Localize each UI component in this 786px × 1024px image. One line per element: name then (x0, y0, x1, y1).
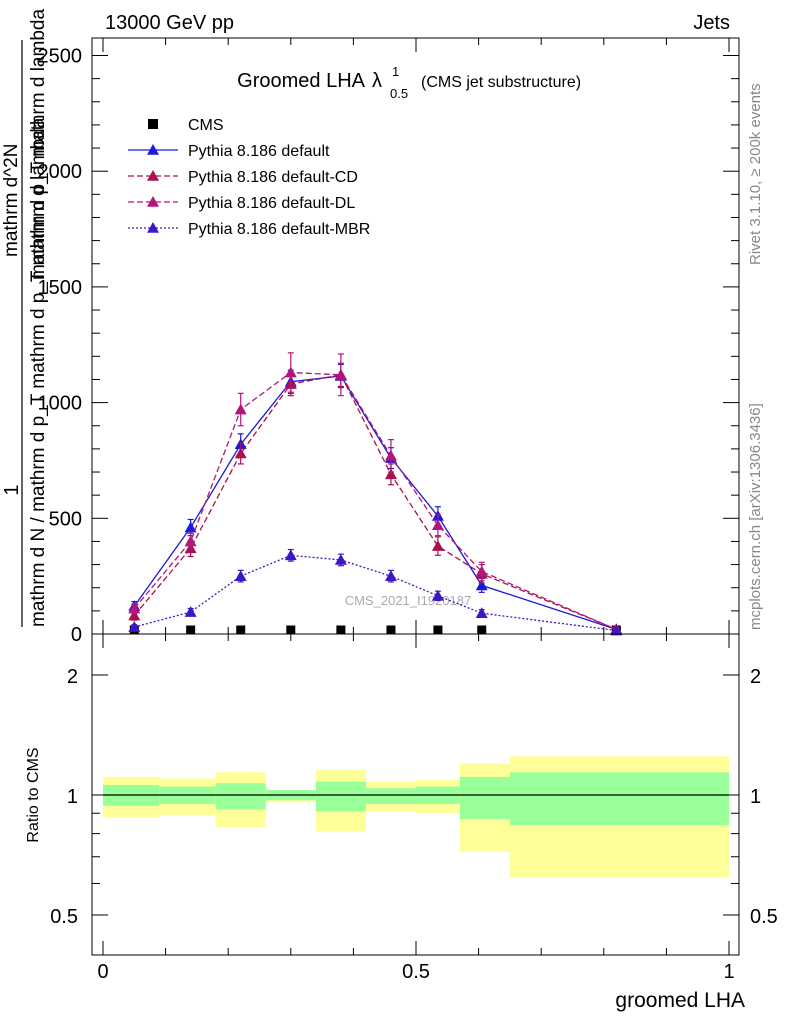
x-axis-title: groomed LHA (615, 989, 745, 1012)
x-tick-label: 1 (723, 961, 734, 983)
legend-item: Pythia 8.186 default-CD (128, 169, 358, 186)
legend-label: Pythia 8.186 default (188, 143, 330, 160)
ratio-y-tick-label-right: 0.5 (750, 906, 778, 928)
series-marker (284, 366, 297, 378)
y-tick-label: 2000 (38, 161, 83, 183)
series-line (133, 374, 617, 630)
stat-uncertainty-band (365, 788, 416, 804)
series-marker (431, 589, 444, 601)
series-layer (128, 352, 623, 636)
process-label: Jets (693, 12, 730, 34)
series-marker (384, 570, 397, 581)
title-lambda-symbol: λ (372, 70, 382, 92)
legend-marker (147, 222, 159, 233)
legend-label: CMS (188, 117, 224, 134)
series-marker (128, 621, 141, 632)
ratio-y-tick-label-left: 2 (67, 666, 78, 688)
cms-data-point (386, 625, 396, 635)
series-marker (184, 606, 197, 617)
rivet-version-label: Rivet 3.1.10, ≥ 200k events (747, 83, 764, 265)
series-marker (234, 403, 247, 415)
ratio-panel-ticks (92, 634, 739, 955)
legend-marker (147, 170, 159, 181)
cms-data-point (433, 625, 443, 635)
y-tick-label: 1500 (38, 277, 83, 299)
series-pythia-8-186-default-mbr (128, 548, 623, 636)
series-marker (128, 609, 141, 621)
y-axis-title-inner-denominator: mathrm d p_T mathrm d lambda (28, 9, 49, 280)
series-pythia-8-186-default-dl (128, 352, 623, 635)
ratio-y-tick-label-right: 1 (750, 786, 761, 808)
series-marker (184, 535, 197, 547)
ratio-y-tick-label-right: 2 (750, 666, 761, 688)
mcplots-label: mcplots.cern.ch [arXiv:1306.3436] (747, 403, 764, 630)
cms-data-point (286, 625, 296, 635)
stat-uncertainty-band (509, 772, 729, 826)
legend-marker (148, 119, 158, 129)
x-tick-label: 0 (97, 961, 108, 983)
legend-label: Pythia 8.186 default-CD (188, 169, 358, 186)
legend-marker (147, 144, 159, 155)
x-tick-label: 0.5 (402, 961, 430, 983)
y-tick-label: 500 (49, 508, 82, 530)
series-marker (431, 540, 444, 551)
y-axis-title-denominator: mathrm d N / mathrm d p_T mathrm d p_T m… (28, 117, 49, 627)
ratio-bands (103, 756, 729, 878)
y-tick-label: 2500 (38, 46, 83, 68)
cms-data-point (336, 625, 346, 635)
ratio-y-tick-labels: 0.5 0.5 1 1 2 2 (50, 666, 778, 928)
main-panel: 0 500 1000 1500 2000 2500 Groomed LHA λ 1 0.5… (38, 37, 740, 647)
series-marker (184, 521, 197, 533)
y-tick-label: 1000 (38, 393, 83, 415)
series-line (133, 375, 617, 630)
legend-item: CMS (148, 117, 224, 134)
series-marker (284, 549, 297, 561)
ratio-y-tick-label-left: 1 (67, 786, 78, 808)
cms-data-point (236, 625, 246, 635)
ratio-y-axis-title: Ratio to CMS (25, 747, 42, 842)
series-line (133, 371, 617, 630)
stat-uncertainty-band (215, 783, 266, 810)
series-marker (610, 624, 623, 636)
legend-label: Pythia 8.186 default-MBR (188, 221, 370, 238)
legend-item: Pythia 8.186 default-DL (128, 195, 355, 212)
y-axis-title-numerator: 1 (1, 484, 23, 495)
series-marker (334, 368, 347, 380)
series-marker (475, 579, 488, 591)
legend-item: Pythia 8.186 default-MBR (128, 221, 370, 238)
title-subscript: 0.5 (390, 86, 408, 101)
energy-label: 13000 GeV pp (105, 12, 234, 34)
legend-item: Pythia 8.186 default (128, 143, 330, 160)
series-marker (475, 565, 488, 577)
series-marker (431, 519, 444, 531)
stat-uncertainty-band (315, 781, 366, 812)
series-cms (129, 625, 621, 635)
series-marker (334, 553, 347, 565)
plot-title: Groomed LHA (237, 70, 365, 92)
legend-label: Pythia 8.186 default-DL (188, 195, 355, 212)
main-panel-y-tick-labels: 0 500 1000 1500 2000 2500 (38, 46, 83, 647)
y-tick-label: 0 (71, 624, 82, 646)
cms-data-point (477, 625, 487, 635)
series-marker (384, 468, 397, 480)
analysis-watermark: CMS_2021_I1920187 (345, 593, 472, 608)
series-marker (384, 449, 397, 461)
cms-data-point (186, 625, 196, 635)
series-marker (234, 447, 247, 459)
x-tick-labels: 0 0.5 1 (97, 961, 734, 983)
series-marker (128, 602, 141, 614)
y-axis-title: 1 mathrm d N / mathrm d p_T mathrm d p_T… (1, 9, 49, 627)
series-marker (234, 570, 247, 581)
series-marker (475, 607, 488, 618)
legend-marker (147, 196, 159, 207)
ratio-y-tick-label-left: 0.5 (50, 906, 78, 928)
legend: CMS Pythia 8.186 default Pythia 8.186 defa… (128, 117, 370, 238)
y-axis-title-inner-numerator: mathrm d^2N (1, 144, 22, 257)
title-superscript: 1 (392, 64, 399, 79)
ratio-panel: 0.5 0.51 12 2 0 0.5 1 Ratio to CMS groomed LH… (25, 633, 778, 1012)
stat-uncertainty-band (459, 776, 510, 820)
plot-subtitle: (CMS jet substructure) (421, 74, 581, 91)
